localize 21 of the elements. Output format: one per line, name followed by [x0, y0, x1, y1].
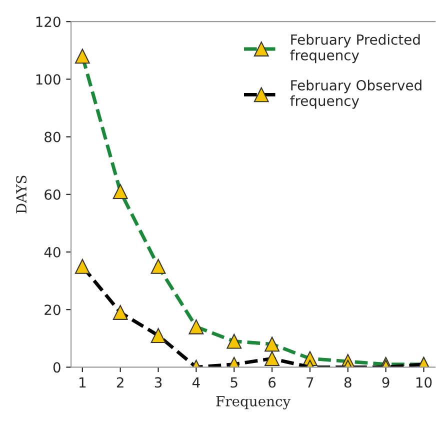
x-tick-label: 6 [268, 377, 276, 388]
y-tick-label: 20 [44, 304, 60, 316]
x-tick-label: 1 [80, 377, 86, 388]
y-tick-label: 120 [36, 16, 60, 28]
y-tick-label: 0 [53, 362, 60, 373]
y-tick-label: 100 [36, 74, 60, 85]
x-tick-label: 5 [230, 377, 238, 388]
legend-label: February Observed frequency [290, 80, 422, 109]
y-tick-label: 40 [44, 246, 60, 258]
legend-label: February Predicted frequency [290, 34, 420, 64]
x-tick-label: 4 [192, 377, 200, 388]
x-axis-title: Frequency [216, 396, 291, 410]
y-tick-label: 60 [44, 189, 60, 200]
y-axis-title: DAYS [16, 176, 27, 214]
x-tick-label: 3 [154, 377, 162, 388]
x-tick-label: 8 [344, 377, 352, 388]
y-tick-label: 80 [44, 132, 60, 142]
x-tick-label: 2 [116, 377, 124, 388]
x-tick-label: 10 [416, 377, 432, 388]
x-tick-label: 7 [306, 377, 314, 388]
x-tick-label: 9 [382, 377, 390, 388]
